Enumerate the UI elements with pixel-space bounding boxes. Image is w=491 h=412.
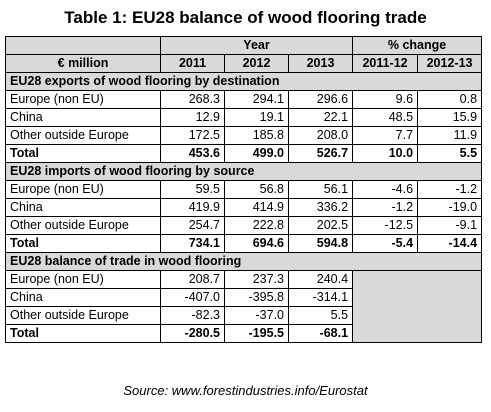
empty-change-block <box>352 270 483 343</box>
table-row: Total 453.6 499.0 526.7 10.0 5.5 <box>5 144 483 163</box>
value-cell: 12.9 <box>160 108 225 127</box>
change-cell: -5.4 <box>352 234 419 253</box>
section-title: EU28 exports of wood flooring by destina… <box>4 72 483 91</box>
value-cell: 208.0 <box>287 126 354 145</box>
value-cell: -395.8 <box>224 288 289 307</box>
value-cell: 56.1 <box>287 180 354 199</box>
year-2012-header: 2012 <box>224 54 289 73</box>
row-label: Total <box>5 324 161 343</box>
row-label: Other outside Europe <box>5 126 161 145</box>
change-cell: -1.2 <box>352 198 419 217</box>
section-header-row: EU28 imports of wood flooring by source <box>4 162 483 181</box>
value-cell: 268.3 <box>160 90 225 109</box>
value-cell: 419.9 <box>160 198 225 217</box>
header-blank-cell <box>5 36 161 55</box>
table-row: China 12.9 19.1 22.1 48.5 15.9 <box>5 108 483 127</box>
source-note: Source: www.forestindustries.info/Eurost… <box>123 383 368 398</box>
change-cell: 11.9 <box>417 126 483 145</box>
value-cell: 22.1 <box>287 108 354 127</box>
row-label: Other outside Europe <box>5 216 161 235</box>
value-cell: 594.8 <box>287 234 354 253</box>
change-cell: -4.6 <box>352 180 419 199</box>
change-cell: -14.4 <box>417 234 483 253</box>
year-header: Year <box>159 36 354 55</box>
value-cell: -280.5 <box>160 324 225 343</box>
change-cell: -12.5 <box>352 216 419 235</box>
table-row: Other outside Europe 172.5 185.8 208.0 7.7 11… <box>5 126 483 145</box>
section-title: EU28 imports of wood flooring by source <box>4 162 483 181</box>
row-label: Europe (non EU) <box>5 180 161 199</box>
table-body: Year % change € million 2011 2012 2013 2… <box>4 36 483 343</box>
change-cell: 10.0 <box>352 144 419 163</box>
change-cell: 0.8 <box>417 90 483 109</box>
header-row-bottom: € million 2011 2012 2013 2011-12 2012-13 <box>5 54 483 73</box>
table-row: Total 734.1 694.6 594.8 -5.4 -14.4 <box>5 234 483 253</box>
value-cell: 294.1 <box>224 90 289 109</box>
year-2011-header: 2011 <box>160 54 225 73</box>
trade-table: Year % change € million 2011 2012 2013 2… <box>4 36 483 343</box>
value-cell: 296.6 <box>287 90 354 109</box>
value-cell: 222.8 <box>224 216 289 235</box>
value-cell: 208.7 <box>160 270 225 289</box>
value-cell: 414.9 <box>224 198 289 217</box>
change-cell: -19.0 <box>417 198 483 217</box>
change-header: % change <box>352 36 483 55</box>
value-cell: 254.7 <box>160 216 225 235</box>
table-row: Other outside Europe -82.3 -37.0 5.5 <box>5 306 482 325</box>
value-cell: -407.0 <box>160 288 225 307</box>
value-cell: 336.2 <box>287 198 354 217</box>
row-label: China <box>5 198 161 217</box>
change-cell: 15.9 <box>417 108 483 127</box>
change-cell: 48.5 <box>352 108 419 127</box>
table-title: Table 1: EU28 balance of wood flooring t… <box>64 8 427 27</box>
unit-header: € million <box>5 54 161 73</box>
value-cell: 734.1 <box>160 234 225 253</box>
change-cell: -1.2 <box>417 180 483 199</box>
year-2013-header: 2013 <box>287 54 354 73</box>
section-title: EU28 balance of trade in wood flooring <box>4 252 483 271</box>
section-header-row: EU28 balance of trade in wood flooring <box>4 252 483 271</box>
value-cell: 19.1 <box>224 108 289 127</box>
value-cell: 499.0 <box>224 144 289 163</box>
value-cell: 56.8 <box>224 180 289 199</box>
table-row: Europe (non EU) 59.5 56.8 56.1 -4.6 -1.2 <box>5 180 483 199</box>
row-label: China <box>5 288 161 307</box>
row-label: China <box>5 108 161 127</box>
value-cell: 202.5 <box>287 216 354 235</box>
change-2011-12-header: 2011-12 <box>352 54 419 73</box>
value-cell: -68.1 <box>287 324 354 343</box>
table-row: China 419.9 414.9 336.2 -1.2 -19.0 <box>5 198 483 217</box>
value-cell: -37.0 <box>224 306 289 325</box>
change-cell: -9.1 <box>417 216 483 235</box>
table-row: Europe (non EU) 208.7 237.3 240.4 <box>5 270 483 343</box>
table-row: China -407.0 -395.8 -314.1 <box>5 288 482 307</box>
value-cell: 5.5 <box>287 306 354 325</box>
row-label: Total <box>5 234 161 253</box>
change-cell: 5.5 <box>417 144 483 163</box>
table-row: Europe (non EU) 268.3 294.1 296.6 9.6 0.8 <box>5 90 483 109</box>
change-cell: 9.6 <box>352 90 419 109</box>
row-label: Europe (non EU) <box>5 270 161 289</box>
row-label: Total <box>5 144 161 163</box>
table-row: Total -280.5 -195.5 -68.1 <box>5 324 482 343</box>
value-cell: 240.4 <box>287 270 354 289</box>
row-label: Other outside Europe <box>5 306 161 325</box>
value-cell: 526.7 <box>287 144 354 163</box>
value-cell: -314.1 <box>287 288 354 307</box>
value-cell: 185.8 <box>224 126 289 145</box>
value-cell: 453.6 <box>160 144 225 163</box>
value-cell: 237.3 <box>224 270 289 289</box>
value-cell: 59.5 <box>160 180 225 199</box>
header-row-top: Year % change <box>5 36 483 55</box>
row-label: Europe (non EU) <box>5 90 161 109</box>
table-row: Other outside Europe 254.7 222.8 202.5 -12.5… <box>5 216 483 235</box>
value-cell: 172.5 <box>160 126 225 145</box>
section-header-row: EU28 exports of wood flooring by destina… <box>4 72 483 91</box>
value-cell: -195.5 <box>224 324 289 343</box>
value-cell: -82.3 <box>160 306 225 325</box>
change-2012-13-header: 2012-13 <box>417 54 483 73</box>
value-cell: 694.6 <box>224 234 289 253</box>
change-cell: 7.7 <box>352 126 419 145</box>
